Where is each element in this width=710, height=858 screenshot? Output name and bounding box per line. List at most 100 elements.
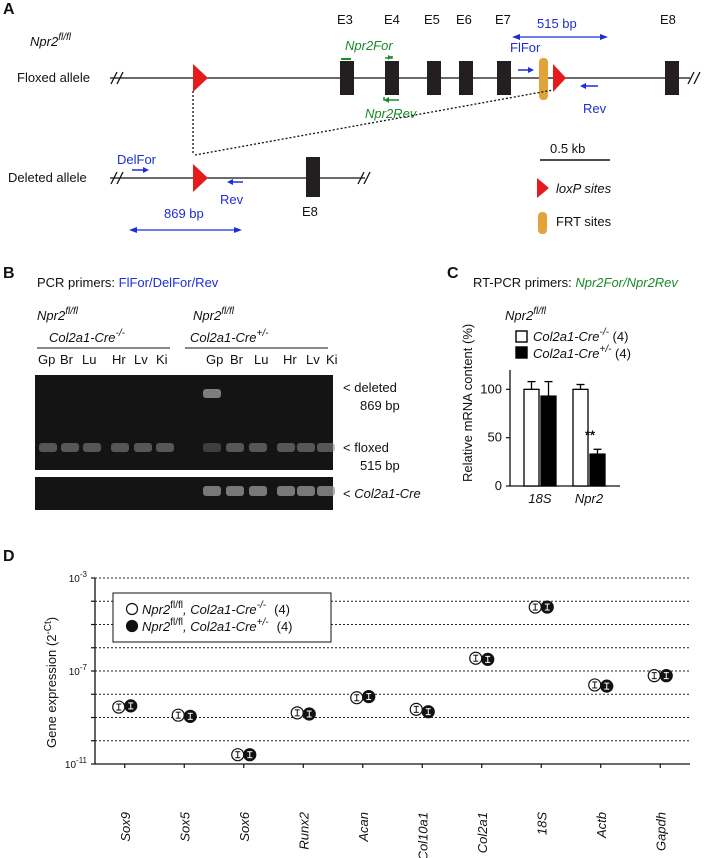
gel-band-deleted [203, 389, 221, 398]
loxp-legend-label: loxP sites [556, 181, 612, 196]
arrowhead-left [512, 34, 520, 40]
rev1-arrowhead [580, 83, 586, 89]
gel-band-cre [277, 486, 295, 496]
npr2rev-arrowhead [384, 97, 389, 103]
break-mark-left-2 [110, 171, 124, 185]
gel-band-floxed [111, 443, 129, 452]
panel-c-letter: C [447, 265, 459, 282]
gel-band-cre [226, 486, 244, 496]
exon-e7 [497, 61, 511, 95]
gel-band-floxed [249, 443, 267, 452]
lane-label: Gp [206, 352, 223, 367]
lane-label: Ki [326, 352, 338, 367]
d-y-tick-label: 10-3 [69, 570, 88, 585]
d-legend-marker-ctrl [125, 602, 139, 616]
frt-legend-label: FRT sites [556, 214, 612, 229]
band-floxed-line1: < floxed [343, 440, 389, 455]
lane-label: Ki [156, 352, 168, 367]
d-scatter-chart: 10-3 10-7 10-11 Sox9 Sox5 Sox6 Runx2 Acan Col10a… [65, 570, 690, 858]
b-genotype-ctrl: Npr2fl/fl [37, 306, 79, 323]
npr2for-arrowhead [388, 55, 392, 60]
c-legend-swatch-ctrl [515, 330, 528, 343]
c-significance: ** [585, 428, 596, 443]
d-x-label: Runx2 [296, 811, 311, 849]
gel-band-cre [249, 486, 267, 496]
frt-site [539, 58, 548, 100]
d-x-label: Gapdh [653, 812, 668, 851]
exon-e8-deleted [306, 157, 320, 197]
gel-band-floxed [226, 443, 244, 452]
break-mark-left [110, 71, 124, 85]
exon-label-e8: E8 [660, 12, 676, 27]
c-legend-cko: Col2a1-Cre+/- (4) [533, 344, 631, 361]
lane-label: Br [60, 352, 74, 367]
gel-band-floxed [39, 443, 57, 452]
c-y-tick-label: 50 [488, 430, 502, 445]
delfor-arrowhead [143, 167, 149, 173]
c-x-label: Npr2 [575, 491, 604, 506]
gel-band-floxed [203, 443, 221, 452]
exon-e5 [427, 61, 441, 95]
npr2for-label: Npr2For [345, 38, 393, 53]
gel-band-floxed [156, 443, 174, 452]
c-y-tick-label: 100 [480, 381, 502, 396]
d-y-tick-label: 10-7 [69, 663, 88, 678]
c-genotype: Npr2fl/fl [505, 306, 547, 323]
d-legend-box [112, 592, 332, 643]
loxp-site-2 [553, 64, 566, 92]
b-cko-label: Col2a1-Cre+/- [190, 328, 269, 345]
exon-label-e3: E3 [337, 12, 353, 27]
d-x-label: Sox9 [118, 812, 133, 842]
gel-bands [39, 389, 335, 496]
rev2-label: Rev [220, 192, 244, 207]
lane-label: Lu [254, 352, 268, 367]
panel-d-letter: D [3, 548, 15, 565]
npr2rev-label: Npr2Rev [365, 106, 418, 121]
loxp-site-1 [193, 64, 208, 92]
panel-b-letter: B [3, 265, 15, 282]
exon-e6 [459, 61, 473, 95]
d-y-tick-label: 10-11 [65, 756, 88, 771]
gel-band-floxed [83, 443, 101, 452]
frt-legend-icon [538, 212, 547, 234]
c-bar [540, 395, 557, 487]
gel-band-cre [317, 486, 335, 496]
scale-label: 0.5 kb [550, 141, 585, 156]
panel-a: A Npr2fl/fl E3 E4 E5 E6 E7 E8 515 bp Npr… [3, 1, 701, 234]
gel-main [35, 375, 333, 470]
gel-band-floxed [317, 443, 335, 452]
d-legend-ctrl: Npr2fl/fl, Col2a1-Cre-/- (4) [142, 600, 290, 617]
gel-band-floxed [297, 443, 315, 452]
band-deleted-line2: 869 bp [360, 398, 400, 413]
panel-b: B PCR primers: FlFor/DelFor/Rev Npr2fl/f… [3, 265, 421, 510]
gel-band-floxed [134, 443, 152, 452]
d-ylabel: Gene expression (2-Ct) [43, 617, 59, 748]
bp869-arrowhead-right [234, 227, 242, 233]
flfor-arrowhead [528, 67, 534, 73]
exon-e8 [665, 61, 679, 95]
d-x-label: Actb [594, 812, 609, 839]
npr2for-arrow [385, 56, 393, 59]
c-ylabel: Relative mRNA content (%) [460, 324, 475, 482]
break-mark-right [687, 71, 701, 85]
deletion-dotted-right [194, 89, 554, 156]
band-floxed-line2: 515 bp [360, 458, 400, 473]
rtpcr-title: RT-PCR primers: Npr2For/Npr2Rev [473, 275, 679, 290]
lane-label: Lv [134, 352, 148, 367]
b-genotype-cko: Npr2fl/fl [193, 306, 235, 323]
floxed-allele-label: Floxed allele [17, 70, 90, 85]
c-legend-swatch-cko [515, 346, 528, 359]
panel-d: D Gene expression (2-Ct) 10-3 10-7 10-11 So… [3, 548, 690, 858]
gel-band-cre [297, 486, 315, 496]
rev1-label: Rev [583, 101, 607, 116]
lane-label: Hr [112, 352, 126, 367]
band-deleted-line1: < deleted [343, 380, 397, 395]
exon-e4 [385, 61, 399, 95]
c-x-label: 18S [528, 491, 551, 506]
d-x-label: Sox6 [237, 811, 252, 841]
pcr-primers-title: PCR primers: FlFor/DelFor/Rev [37, 275, 219, 290]
panel-c: C RT-PCR primers: Npr2For/Npr2Rev Npr2fl… [447, 265, 679, 506]
bp869-label: 869 bp [164, 206, 204, 221]
exon-label-e7: E7 [495, 12, 511, 27]
